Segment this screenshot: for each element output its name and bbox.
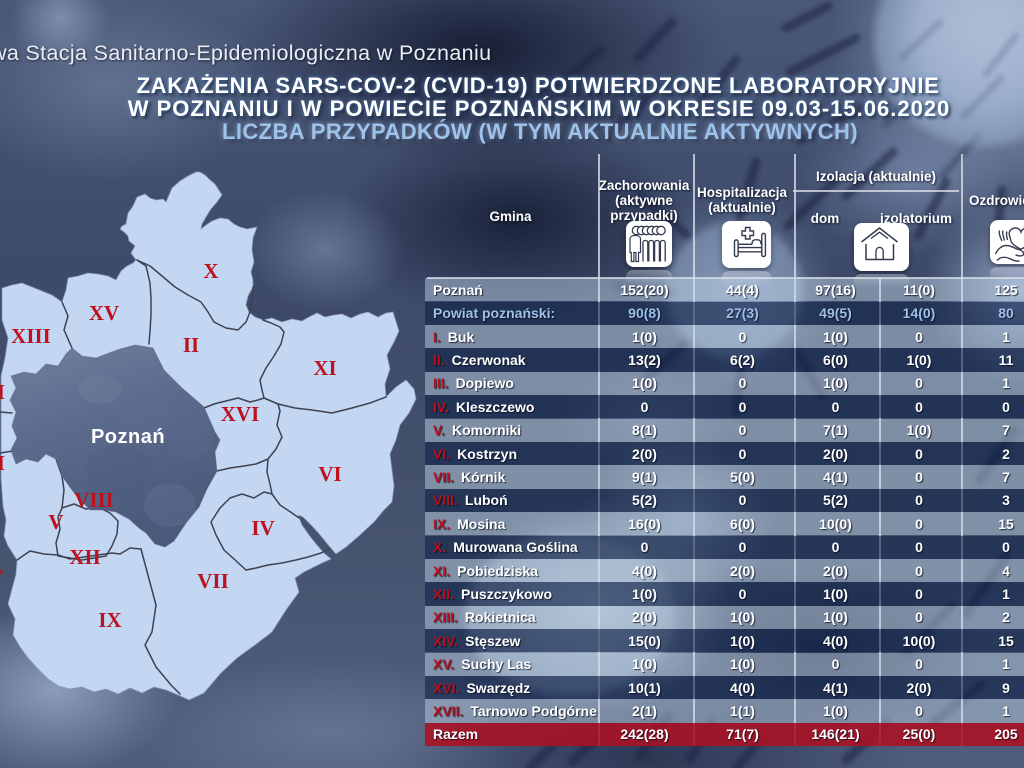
svg-text:VI: VI [318, 462, 341, 486]
svg-text:XIII: XIII [11, 324, 51, 348]
svg-text:Poznań: Poznań [91, 426, 165, 448]
svg-text:V: V [48, 510, 63, 534]
svg-text:I: I [0, 380, 5, 404]
svg-text:IV: IV [251, 516, 274, 540]
svg-text:V: V [0, 565, 4, 589]
svg-text:VIII: VIII [74, 488, 114, 512]
svg-text:XII: XII [69, 545, 101, 569]
svg-text:X: X [203, 259, 218, 283]
svg-text:II: II [183, 333, 199, 357]
svg-text:XV: XV [89, 301, 119, 325]
svg-text:I: I [0, 451, 5, 475]
svg-text:XVI: XVI [221, 402, 260, 426]
svg-text:IX: IX [98, 608, 121, 632]
svg-text:VII: VII [197, 569, 229, 593]
svg-text:XI: XI [313, 356, 336, 380]
